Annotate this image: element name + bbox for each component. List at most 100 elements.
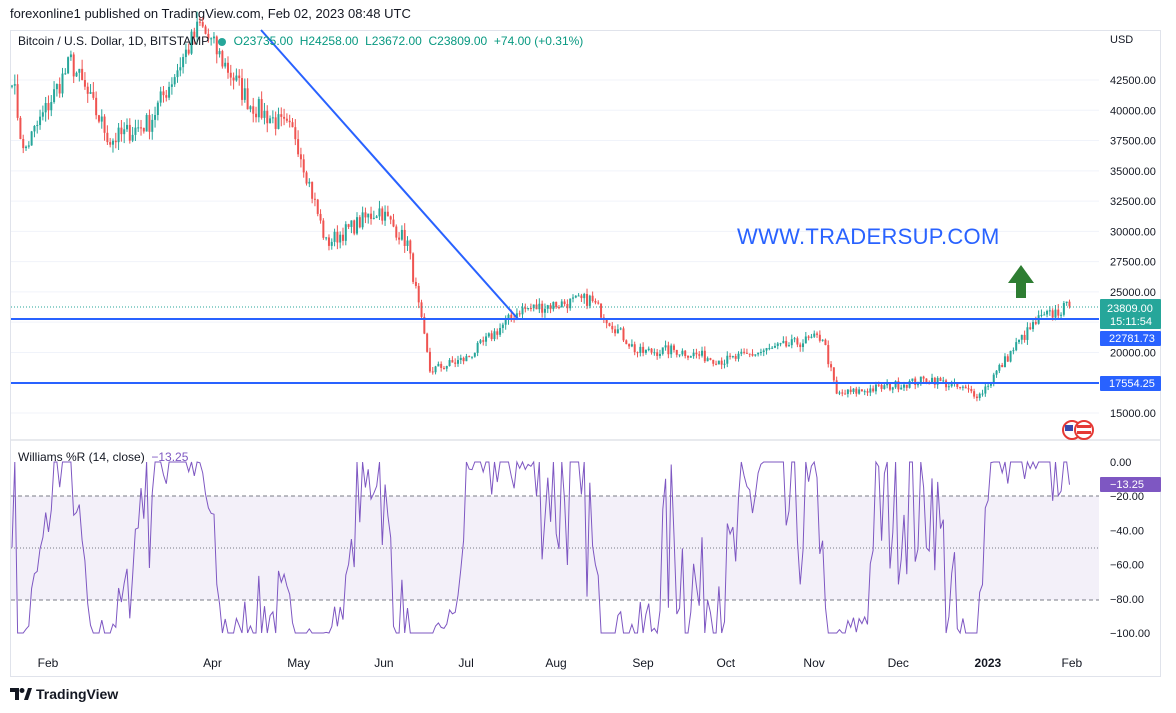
candle-body (619, 328, 622, 330)
candle-body (886, 382, 889, 386)
candle-body (114, 140, 117, 143)
candle-body (872, 388, 875, 392)
candle-body (888, 382, 891, 390)
level-low-tag (1100, 376, 1161, 391)
candle-body (684, 350, 687, 357)
candle-body (597, 302, 600, 304)
candle-body (137, 127, 140, 129)
candle-body (131, 134, 134, 141)
candle-body (611, 325, 614, 330)
candle-body (168, 86, 171, 98)
candle-body (633, 344, 636, 353)
candle-body (269, 118, 272, 124)
candle-body (417, 285, 420, 303)
candle-body (900, 387, 903, 390)
wr-value-label: −13.25 (1110, 479, 1144, 491)
candle-body (874, 384, 877, 392)
candle-body (729, 355, 732, 357)
candle-body (485, 336, 488, 342)
candle-body (1060, 314, 1063, 316)
footer-brand[interactable]: TradingView (10, 686, 118, 702)
us-flag-icon[interactable] (1060, 419, 1096, 446)
candle-body (628, 344, 631, 347)
candle-body (785, 340, 788, 347)
candle-body (428, 351, 431, 372)
candle-body (496, 331, 499, 335)
footer-brand-label: TradingView (36, 686, 119, 702)
candle-body (667, 345, 670, 355)
candle-body (255, 113, 258, 118)
time-tick-label: Feb (38, 656, 59, 670)
candle-body (81, 68, 84, 80)
candle-body (768, 348, 771, 350)
candle-body (563, 301, 566, 305)
candle-body (1057, 309, 1060, 316)
candle-body (299, 154, 302, 160)
candle-body (835, 380, 838, 394)
candle-body (229, 72, 232, 78)
candle-body (356, 217, 359, 234)
candle-body (260, 99, 263, 118)
candle-body (586, 293, 589, 306)
candle-body (757, 352, 760, 355)
candle-body (67, 57, 70, 74)
candle-body (370, 213, 373, 219)
symbol-name: Bitcoin / U.S. Dollar, 1D, BITSTAMP (18, 34, 209, 48)
candle-body (386, 211, 389, 217)
candle-body (936, 377, 939, 385)
candle-body (16, 84, 19, 118)
candle-body (341, 234, 344, 241)
candle-body (521, 307, 524, 315)
candle-body (549, 305, 552, 310)
candle-body (569, 298, 572, 309)
candle-body (140, 127, 143, 129)
candle-body (1020, 334, 1023, 340)
candle-body (1029, 327, 1032, 330)
time-tick-label: Jul (458, 656, 473, 670)
symbol-legend: Bitcoin / U.S. Dollar, 1D, BITSTAMP O237… (18, 34, 583, 48)
candle-body (384, 211, 387, 221)
wr-tick-label: −60.00 (1110, 560, 1144, 572)
candle-body (403, 229, 406, 246)
chart-frame (10, 30, 1161, 677)
candle-body (524, 307, 527, 309)
candle-body (431, 371, 434, 373)
candle-body (992, 374, 995, 383)
price-axis: 42500.00 40000.00 37500.00 35000.00 32500.00… (1110, 75, 1156, 420)
candle-body (61, 73, 64, 94)
candle-body (858, 389, 861, 394)
candle-body (409, 240, 412, 254)
candle-body (44, 103, 47, 113)
wr-tick-label: 0.00 (1110, 457, 1131, 469)
candle-body (283, 116, 286, 119)
candle-body (914, 378, 917, 386)
candle-body (661, 347, 664, 354)
candle-body (527, 307, 530, 309)
candle-body (378, 208, 381, 217)
last-price-label: 23809.00 (1107, 303, 1153, 315)
candle-body (802, 343, 805, 348)
candle-body (1040, 314, 1043, 316)
wr-axis: 0.00 −20.00 −40.00 −60.00 −80.00 −100.00 (1110, 457, 1150, 640)
candle-body (266, 110, 269, 124)
candle-body (1032, 322, 1035, 330)
candle-body (291, 122, 294, 128)
candle-body (226, 62, 229, 73)
candle-body (41, 112, 44, 117)
candle-body (726, 355, 729, 364)
candle-body (740, 351, 743, 354)
candle-body (973, 391, 976, 397)
candle-body (529, 307, 532, 309)
candle-body (103, 116, 106, 133)
candle-body (400, 229, 403, 240)
candle-body (600, 303, 603, 318)
candle-body (771, 347, 774, 349)
time-tick-label: May (287, 656, 310, 670)
candle-body (678, 354, 681, 356)
candle-body (863, 391, 866, 393)
candle-body (956, 382, 959, 387)
candle-body (490, 333, 493, 340)
candle-body (395, 226, 398, 238)
candle-body (860, 389, 863, 392)
